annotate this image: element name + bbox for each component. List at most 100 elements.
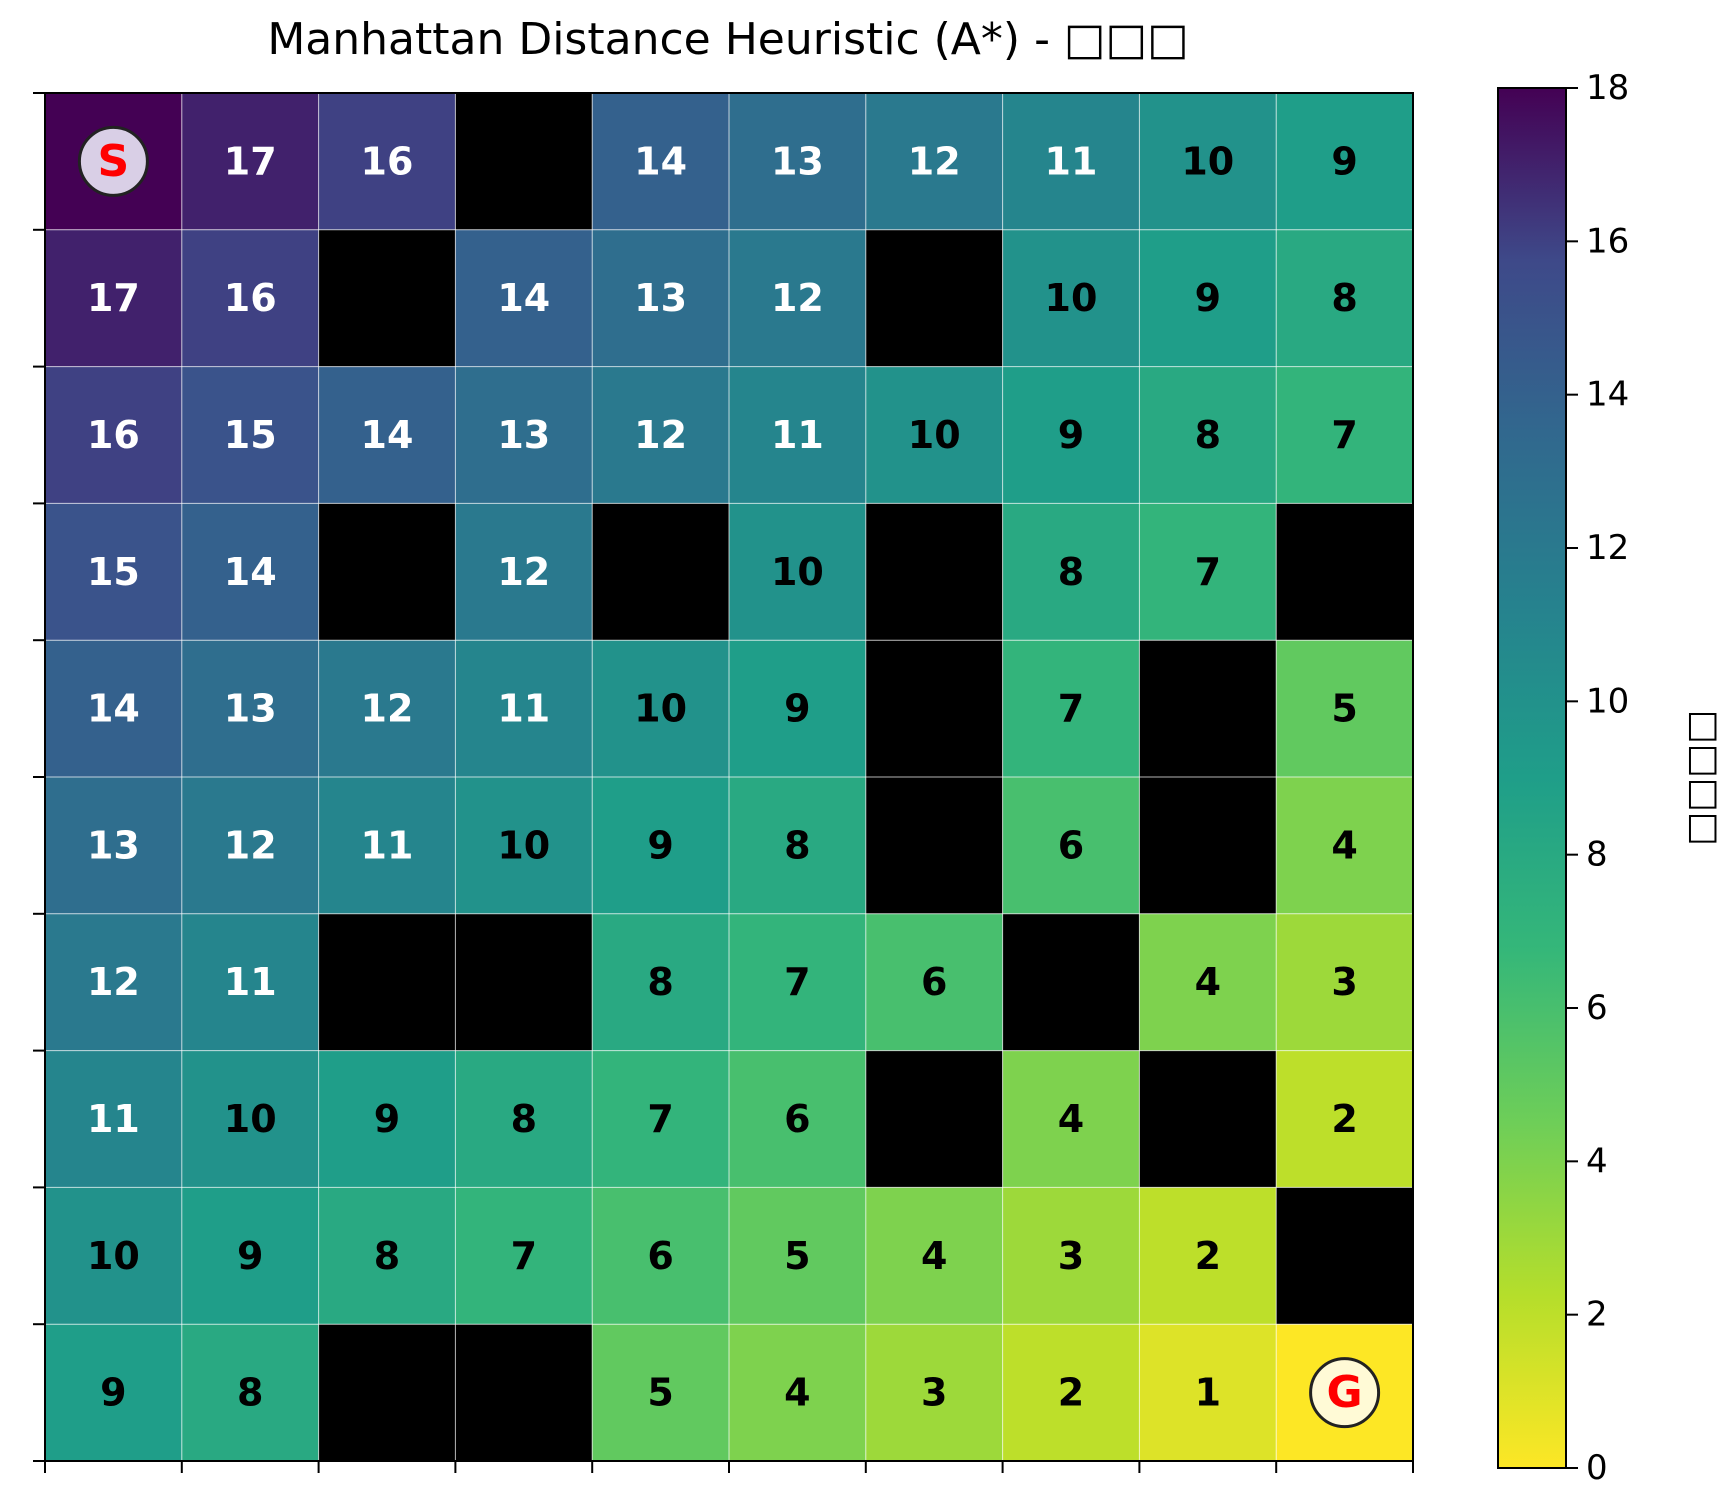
- start-goal-markers: SG: [77, 125, 1381, 1429]
- heatmap-cell: [592, 913, 729, 1051]
- cell-value-label: 13: [634, 276, 687, 320]
- cell-value-label: 8: [1331, 276, 1357, 320]
- obstacle-cell: [1139, 777, 1277, 914]
- heatmap-cell: [592, 366, 729, 504]
- heatmap-cell: [1276, 1050, 1413, 1188]
- colorbar-tick-label: 2: [1586, 1295, 1608, 1335]
- cell-value-label: 14: [497, 276, 550, 320]
- cell-value-label: 9: [237, 1234, 263, 1278]
- cell-value-label: 8: [374, 1234, 400, 1278]
- cell-value-label: 6: [784, 1097, 810, 1141]
- heatmap-cell: [729, 1050, 866, 1188]
- heatmap-cell: [865, 913, 1003, 1051]
- heatmap-cell: [318, 1050, 456, 1188]
- heatmap-cell: [865, 1187, 1003, 1325]
- heatmap-cell: [181, 1324, 319, 1461]
- obstacle-cell: [865, 777, 1003, 914]
- cell-value-label: 10: [771, 550, 824, 594]
- cell-value-label: 12: [224, 823, 277, 867]
- start-label: S: [98, 136, 130, 187]
- colorbar: [1497, 87, 1567, 1469]
- heatmap-cell: [318, 640, 456, 777]
- cell-value-label: 12: [87, 960, 140, 1004]
- colorbar-tick-label: 10: [1586, 681, 1629, 721]
- cell-value-label: 8: [784, 823, 810, 867]
- heatmap-cell: [729, 366, 866, 504]
- heatmap-cell: [1139, 1324, 1277, 1461]
- colorbar-tick-label: 8: [1586, 835, 1608, 875]
- colorbar-tick-label: 12: [1586, 528, 1629, 568]
- obstacle-cell: [865, 229, 1003, 367]
- cell-value-label: 7: [1058, 687, 1084, 731]
- cell-value-label: 9: [1195, 276, 1221, 320]
- obstacle-cell: [1002, 913, 1140, 1051]
- obstacle-cell: [1276, 503, 1413, 641]
- obstacle-cell: [592, 503, 729, 641]
- cell-value-label: 14: [224, 550, 277, 594]
- heatmap-cell: [318, 93, 456, 230]
- cell-value-label: 4: [784, 1371, 810, 1415]
- obstacle-cell: [865, 640, 1003, 777]
- cell-value-label: 8: [1058, 550, 1084, 594]
- heatmap-cell: [1276, 366, 1413, 504]
- cell-value-label: 2: [1331, 1097, 1357, 1141]
- cell-value-label: 12: [497, 550, 550, 594]
- heatmap-cell: [1002, 229, 1140, 367]
- heatmap-cell: [1002, 640, 1140, 777]
- cell-value-label: 9: [647, 823, 673, 867]
- heatmap-cell: [1002, 366, 1140, 504]
- cell-value-label: 6: [647, 1234, 673, 1278]
- cell-value-label: 3: [1331, 960, 1357, 1004]
- cell-value-label: 13: [224, 687, 277, 731]
- cell-value-label: 15: [224, 413, 277, 457]
- heatmap-cell: [729, 640, 866, 777]
- cell-value-label: 7: [1331, 413, 1357, 457]
- cell-value-label: 12: [634, 413, 687, 457]
- heatmap-cell: [45, 229, 182, 367]
- heatmap-cell: [729, 1324, 866, 1461]
- heatmap-cell: [729, 1187, 866, 1325]
- heatmap-cells: [45, 93, 1413, 1461]
- heatmap-cell: [1002, 93, 1140, 230]
- cell-value-label: 10: [224, 1097, 277, 1141]
- cell-value-label: 9: [784, 687, 810, 731]
- obstacle-cell: [1139, 1050, 1277, 1188]
- cell-value-label: 10: [634, 687, 687, 731]
- heatmap-cell: [1276, 913, 1413, 1051]
- obstacle-cell: [318, 229, 456, 367]
- heatmap-cell: [45, 503, 182, 641]
- heatmap-cell: [1276, 93, 1413, 230]
- cell-value-label: 17: [224, 139, 277, 183]
- heatmap-cell: [1002, 1187, 1140, 1325]
- heatmap-cell: [592, 777, 729, 914]
- goal-marker: [1309, 1357, 1381, 1429]
- cell-value-label: 5: [1331, 687, 1357, 731]
- obstacle-cell: [318, 913, 456, 1051]
- cell-value-label: 8: [1195, 413, 1221, 457]
- cell-value-label: 8: [237, 1371, 263, 1415]
- heatmap-cell: [455, 1187, 593, 1325]
- heatmap-cell: [1002, 777, 1140, 914]
- cell-value-label: 4: [1195, 960, 1221, 1004]
- heatmap-cell: [1139, 229, 1277, 367]
- cell-value-label: 5: [647, 1371, 673, 1415]
- obstacle-cell: [1276, 1187, 1413, 1325]
- colorbar-tick-label: 4: [1586, 1141, 1608, 1181]
- heatmap-cell: [318, 777, 456, 914]
- cell-value-label: 1: [1195, 1371, 1221, 1415]
- obstacle-cell: [455, 913, 593, 1051]
- heatmap-cell: [592, 1324, 729, 1461]
- colorbar-tick-label: 6: [1586, 988, 1608, 1028]
- heatmap-cell: [592, 229, 729, 367]
- heatmap-cell: [729, 503, 866, 641]
- cell-value-label: 9: [1058, 413, 1084, 457]
- heatmap-cell: [318, 366, 456, 504]
- heatmap-cell: [45, 1324, 182, 1461]
- cell-value-label: 17: [87, 276, 140, 320]
- heatmap-cell: [1139, 366, 1277, 504]
- heatmap-cell: [1002, 503, 1140, 641]
- heatmap-cell: [45, 913, 182, 1051]
- cell-value-label: 10: [87, 1234, 140, 1278]
- heatmap-cell: [181, 1050, 319, 1188]
